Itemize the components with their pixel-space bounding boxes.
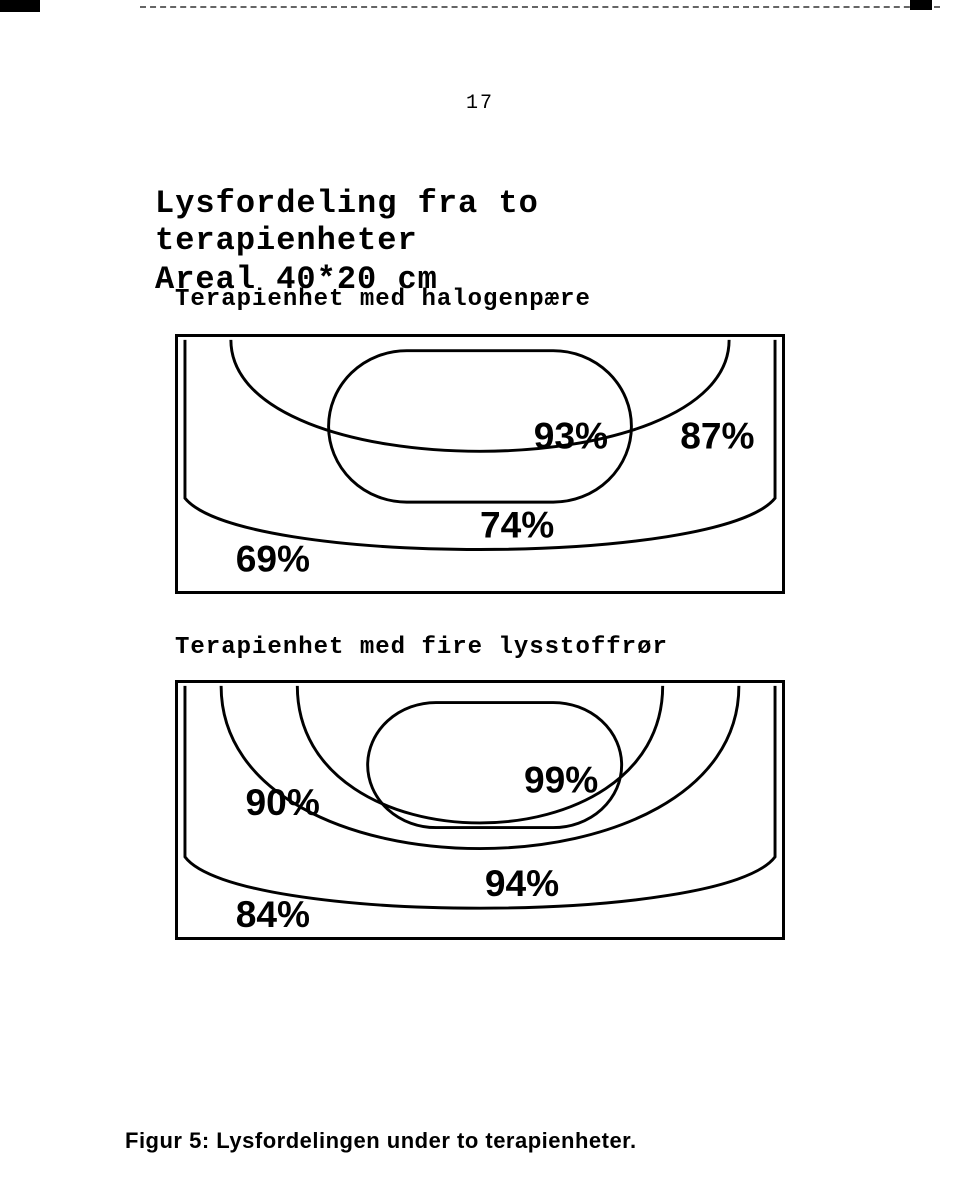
figure-title: Lysfordeling fra to terapienheter Areal … xyxy=(155,186,795,298)
chart-halogen-svg: 93% 87% 74% 69% xyxy=(178,337,782,591)
value-label: 94% xyxy=(485,862,559,904)
page-number: 17 xyxy=(466,92,494,115)
value-label: 84% xyxy=(236,893,310,935)
chart-fluor: 99% 90% 94% 84% xyxy=(175,680,785,940)
value-label: 74% xyxy=(480,503,554,545)
chart-fluor-svg: 99% 90% 94% 84% xyxy=(178,683,782,937)
scan-artifact-top xyxy=(0,0,960,18)
value-label: 93% xyxy=(534,414,608,456)
value-label: 99% xyxy=(524,758,598,800)
value-label: 90% xyxy=(246,781,320,823)
subtitle-halogen: Terapienhet med halogenpære xyxy=(175,286,591,313)
subtitle-fluor: Terapienhet med fire lysstoffrør xyxy=(175,634,668,661)
value-label: 87% xyxy=(680,414,754,456)
contour xyxy=(231,340,729,451)
page: 17 Lysfordeling fra to terapienheter Are… xyxy=(0,0,960,1181)
chart-halogen: 93% 87% 74% 69% xyxy=(175,334,785,594)
caption-text: Lysfordelingen under to terapienheter. xyxy=(210,1128,637,1153)
figure-caption: Figur 5: Lysfordelingen under to terapie… xyxy=(125,1128,637,1154)
caption-lead: Figur 5: xyxy=(125,1128,210,1153)
title-line-1: Lysfordeling fra to terapienheter xyxy=(155,186,795,260)
value-label: 69% xyxy=(236,537,310,579)
